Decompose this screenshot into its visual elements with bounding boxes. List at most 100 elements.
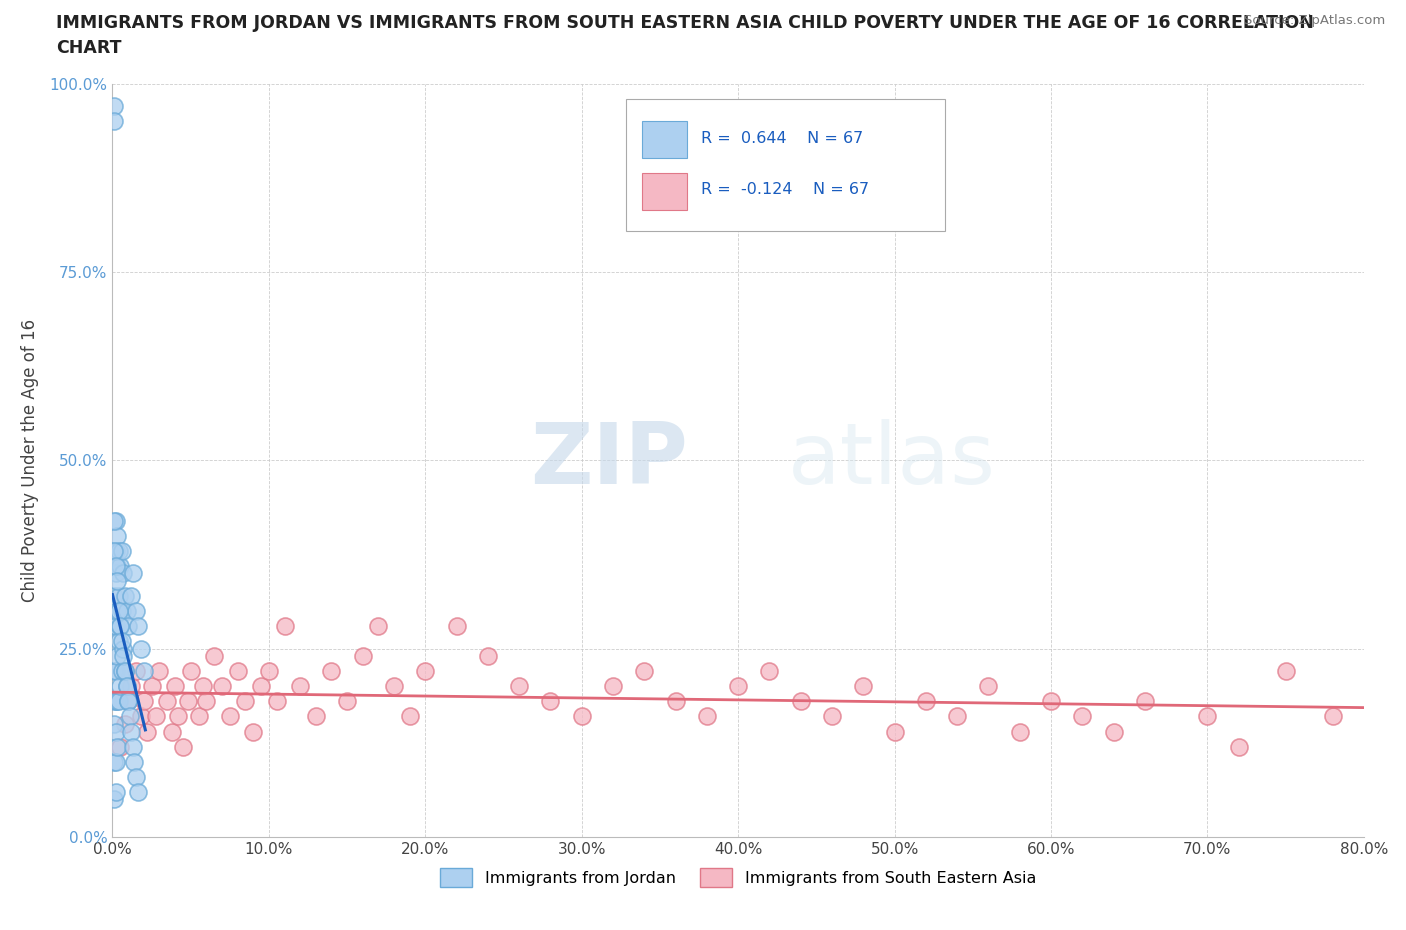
Point (883, 724, 905, 739)
Point (107, 633, 129, 648)
Point (103, 792, 125, 807)
FancyBboxPatch shape (641, 173, 688, 209)
Point (104, 784, 127, 799)
Point (790, 694, 813, 709)
Point (180, 664, 202, 679)
Point (135, 724, 157, 739)
Text: atlas: atlas (789, 418, 997, 502)
Point (111, 604, 134, 618)
Point (352, 649, 374, 664)
Point (127, 618, 149, 633)
Point (172, 739, 194, 754)
Point (112, 649, 135, 664)
Text: IMMIGRANTS FROM JORDAN VS IMMIGRANTS FROM SOUTH EASTERN ASIA CHILD POVERTY UNDER: IMMIGRANTS FROM JORDAN VS IMMIGRANTS FRO… (56, 14, 1315, 32)
Point (105, 558, 128, 573)
Point (111, 664, 134, 679)
Point (915, 694, 938, 709)
Point (257, 664, 280, 679)
Point (195, 694, 218, 709)
Point (1102, 724, 1125, 739)
Point (977, 679, 1000, 694)
Point (242, 724, 264, 739)
Point (112, 642, 135, 657)
Point (104, 558, 127, 573)
Point (211, 679, 233, 694)
Point (1197, 709, 1219, 724)
Point (1039, 694, 1063, 709)
Point (1322, 709, 1344, 724)
Point (107, 589, 129, 604)
Point (120, 724, 142, 739)
Point (602, 679, 624, 694)
Point (235, 694, 257, 709)
Point (273, 618, 295, 633)
Point (160, 724, 183, 739)
Point (110, 558, 132, 573)
Text: CHART: CHART (56, 39, 122, 57)
Point (111, 543, 134, 558)
Point (107, 694, 129, 709)
Point (117, 694, 139, 709)
Point (398, 709, 420, 724)
Point (727, 679, 749, 694)
Point (167, 709, 190, 724)
Point (103, 99, 125, 113)
Point (129, 709, 152, 724)
FancyBboxPatch shape (626, 99, 945, 231)
Point (103, 114, 125, 129)
Point (103, 694, 125, 709)
FancyBboxPatch shape (641, 121, 688, 158)
Point (103, 543, 125, 558)
Point (336, 694, 359, 709)
Point (114, 589, 136, 604)
Point (104, 618, 127, 633)
Point (176, 694, 198, 709)
Point (226, 664, 249, 679)
Point (540, 694, 562, 709)
Point (148, 664, 170, 679)
Point (127, 784, 149, 799)
Point (129, 642, 152, 657)
Point (125, 664, 148, 679)
Point (290, 679, 312, 694)
Point (193, 679, 215, 694)
Point (103, 543, 125, 558)
Point (110, 618, 132, 633)
Point (105, 694, 128, 709)
Point (114, 717, 136, 732)
Point (105, 739, 128, 754)
Point (104, 724, 127, 739)
Legend: Immigrants from Jordan, Immigrants from South Eastern Asia: Immigrants from Jordan, Immigrants from … (434, 862, 1042, 893)
Point (1071, 709, 1094, 724)
Point (946, 709, 969, 724)
Point (266, 694, 288, 709)
Point (163, 679, 186, 694)
Point (117, 694, 139, 709)
Point (132, 664, 155, 679)
Point (104, 664, 127, 679)
Point (105, 528, 128, 543)
Point (103, 513, 125, 528)
Point (633, 664, 655, 679)
Point (107, 604, 129, 618)
Point (1274, 664, 1296, 679)
Point (105, 604, 128, 618)
Point (145, 709, 167, 724)
Point (1227, 739, 1250, 754)
Point (120, 679, 142, 694)
Point (112, 565, 135, 580)
Point (104, 513, 127, 528)
Point (218, 709, 240, 724)
Point (125, 604, 148, 618)
Point (120, 589, 142, 604)
Point (121, 739, 143, 754)
Point (114, 664, 136, 679)
Point (132, 694, 155, 709)
Point (571, 709, 593, 724)
Point (367, 618, 389, 633)
Point (446, 618, 468, 633)
Point (103, 589, 125, 604)
Point (664, 694, 686, 709)
Point (852, 679, 875, 694)
Y-axis label: Child Poverty Under the Age of 16: Child Poverty Under the Age of 16 (21, 319, 38, 602)
